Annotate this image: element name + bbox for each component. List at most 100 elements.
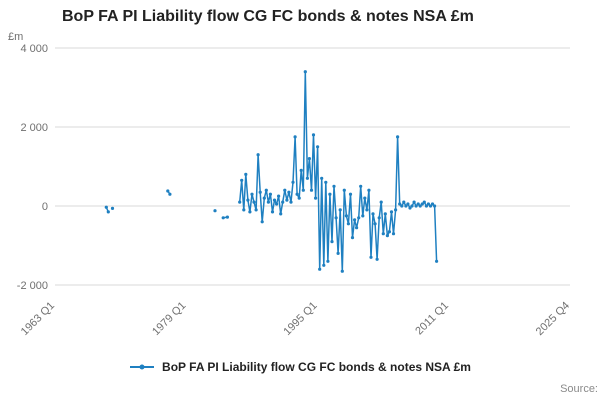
data-point-marker: [277, 194, 281, 198]
data-point-marker: [305, 176, 309, 180]
data-point-marker: [307, 157, 311, 161]
data-point-marker: [309, 188, 314, 192]
data-point-marker: [391, 232, 396, 236]
data-point-marker: [248, 210, 252, 214]
data-series-line: [238, 70, 438, 272]
x-tick-label: 1963 Q1: [19, 300, 57, 338]
data-point-marker: [225, 215, 229, 219]
data-point-marker: [314, 196, 318, 200]
data-point-marker: [394, 208, 398, 212]
data-point-marker: [299, 168, 303, 172]
data-point-marker: [377, 216, 381, 220]
data-point-marker: [242, 208, 246, 212]
data-point-marker: [240, 178, 244, 182]
data-point-marker: [379, 200, 383, 204]
data-point-marker: [396, 135, 400, 139]
data-point-marker: [355, 226, 359, 230]
data-point-marker: [318, 267, 322, 271]
data-point-marker: [311, 133, 316, 137]
chart-plot-area: 4 000 2 000 0 -2 000 1963 Q1 1979 Q1 1995 Q1 20…: [17, 43, 572, 338]
data-point-marker: [106, 210, 110, 214]
data-point-marker: [301, 188, 305, 192]
data-point-marker: [104, 205, 108, 209]
data-point-marker: [281, 200, 285, 204]
data-point-marker: [400, 204, 404, 208]
data-point-marker: [338, 208, 342, 212]
source-label: Source:: [560, 383, 598, 395]
data-point-marker: [398, 202, 402, 206]
y-tick-label: -2 000: [17, 280, 48, 292]
data-point-marker: [357, 216, 361, 220]
data-point-marker: [336, 251, 340, 255]
data-point-marker: [353, 218, 357, 222]
data-point-marker: [385, 234, 389, 238]
data-point-marker: [420, 202, 424, 206]
legend-item[interactable]: BoP FA PI Liability flow CG FC bonds & n…: [0, 360, 600, 374]
data-point-marker: [270, 210, 275, 214]
data-point-marker: [262, 196, 266, 200]
data-point-marker: [266, 200, 270, 204]
data-point-marker: [213, 209, 217, 213]
data-point-marker: [381, 232, 385, 236]
data-point-marker: [252, 200, 256, 204]
data-point-marker: [428, 204, 433, 208]
data-point-marker: [342, 188, 346, 192]
data-point-marker: [406, 202, 410, 206]
data-point-marker: [359, 184, 363, 188]
data-point-marker: [361, 214, 365, 218]
data-point-marker: [260, 220, 264, 224]
data-point-marker: [166, 189, 170, 193]
data-point-marker: [268, 192, 272, 196]
chart-title: BoP FA PI Liability flow CG FC bonds & n…: [62, 8, 474, 25]
data-point-marker: [433, 204, 437, 208]
data-point-marker: [383, 212, 387, 216]
data-point-marker: [110, 206, 115, 210]
x-tick-label: 1979 Q1: [150, 300, 188, 338]
legend-label: BoP FA PI Liability flow CG FC bonds & n…: [162, 360, 471, 374]
data-point-marker: [297, 196, 301, 200]
data-point-marker: [346, 222, 350, 226]
data-point-marker: [328, 192, 332, 196]
data-point-marker: [238, 200, 242, 204]
data-point-marker: [283, 188, 287, 192]
data-point-marker: [326, 259, 330, 263]
x-tick-label: 1995 Q1: [281, 300, 319, 338]
y-tick-label: 2 000: [20, 122, 48, 134]
data-point-marker: [168, 192, 172, 196]
data-point-marker: [402, 200, 406, 204]
data-point-marker: [412, 200, 416, 204]
y-axis-unit-label: £m: [8, 31, 24, 43]
data-point-marker: [316, 145, 320, 149]
data-point-marker: [389, 210, 394, 214]
data-point-marker: [324, 180, 328, 184]
data-point-marker: [387, 230, 391, 234]
data-point-marker: [289, 200, 293, 204]
data-point-marker: [221, 216, 225, 220]
data-point-marker: [404, 204, 408, 208]
x-tick-label: 2025 Q4: [534, 300, 572, 338]
data-point-marker: [258, 190, 262, 194]
data-point-marker: [369, 255, 373, 259]
data-point-marker: [332, 184, 336, 188]
data-point-marker: [285, 198, 289, 202]
data-point-marker: [256, 153, 260, 157]
data-point-marker: [275, 202, 279, 206]
data-point-marker: [416, 202, 420, 206]
data-point-marker: [410, 204, 414, 208]
data-point-marker: [291, 180, 295, 184]
data-point-marker: [348, 192, 353, 196]
data-point-marker: [254, 208, 258, 212]
data-point-marker: [287, 190, 291, 194]
data-point-marker: [250, 192, 254, 196]
data-point-marker: [320, 176, 324, 180]
data-point-marker: [330, 240, 334, 244]
data-point-marker: [334, 216, 338, 220]
data-point-marker: [430, 202, 435, 206]
data-point-marker: [272, 198, 277, 202]
data-point-marker: [426, 202, 430, 206]
data-point-marker: [373, 222, 377, 226]
data-point-marker: [303, 70, 307, 74]
data-point-marker: [293, 135, 297, 139]
x-tick-label: 2011 Q1: [413, 300, 451, 338]
